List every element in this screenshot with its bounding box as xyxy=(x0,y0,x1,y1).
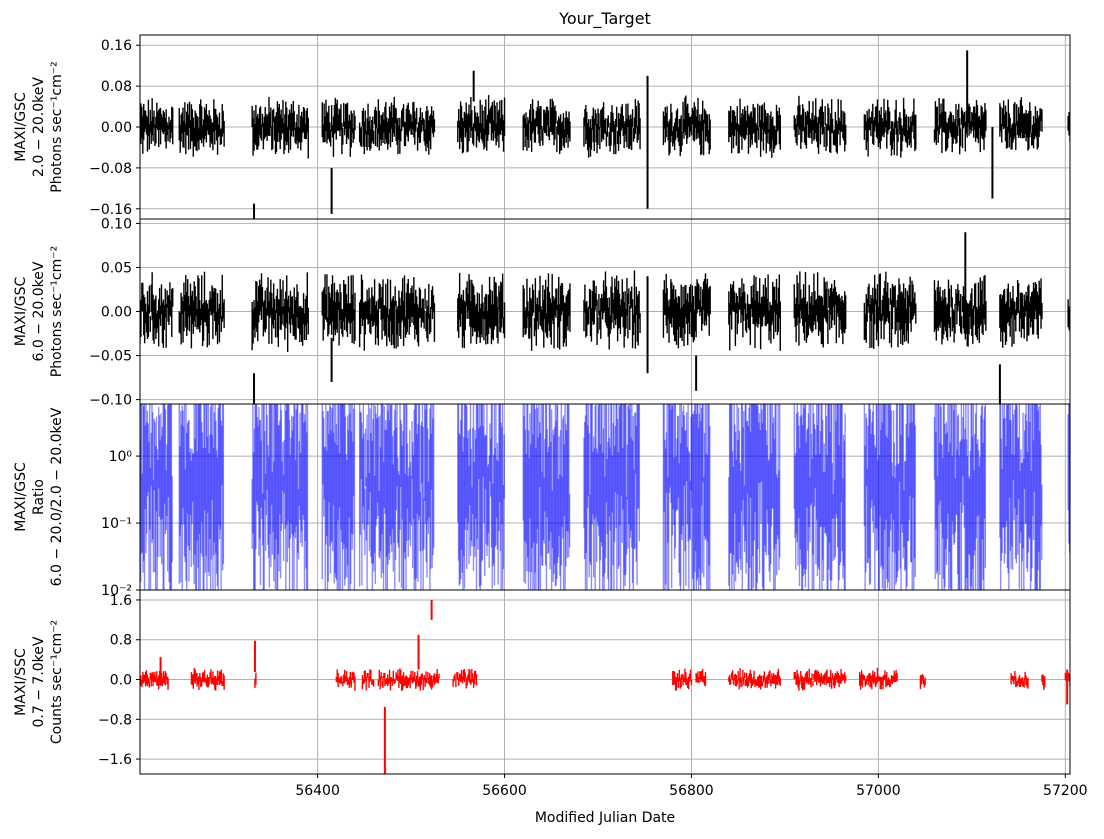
y-tick-label: 0.16 xyxy=(101,38,132,54)
y-tick-label: 10⁰ xyxy=(109,449,133,465)
y-tick-label: −0.05 xyxy=(89,349,132,365)
y-axis-label-line: 0.7 − 7.0keV xyxy=(31,636,47,727)
axes-frame xyxy=(139,589,1071,775)
y-tick-label: −0.08 xyxy=(89,161,132,177)
x-axis-label: Modified Julian Date xyxy=(535,810,675,826)
y-axis-label-line: Counts sec⁻¹cm⁻² xyxy=(49,620,65,744)
series-top xyxy=(140,50,1070,219)
series-ratio xyxy=(140,404,1070,590)
y-axis-label-line: 6.0 − 20.0keV xyxy=(31,261,47,361)
y-tick-label: −0.8 xyxy=(98,712,132,728)
y-tick-label: 0.8 xyxy=(110,633,132,649)
y-tick-label: −0.10 xyxy=(89,393,132,409)
y-tick-label: 0.00 xyxy=(101,120,132,136)
y-axis-label-line: MAXI/SSC xyxy=(13,648,29,716)
y-tick-label: 10⁻¹ xyxy=(101,516,132,532)
y-axis-label-line: 2.0 − 20.0keV xyxy=(31,77,47,177)
y-axis-label-line: MAXI/GSC xyxy=(13,462,29,532)
y-axis-label-line: Ratio xyxy=(31,479,47,515)
x-tick-label: 56800 xyxy=(669,783,714,799)
x-tick-label: 57200 xyxy=(1043,783,1088,799)
y-axis-label-line: MAXI/GSC xyxy=(13,276,29,346)
y-tick-label: 1.6 xyxy=(110,593,132,609)
x-tick-label: 56600 xyxy=(482,783,527,799)
y-axis-label-line: Photons sec⁻¹cm⁻² xyxy=(49,246,65,378)
y-tick-label: 0.00 xyxy=(101,305,132,321)
y-tick-label: 0.08 xyxy=(101,79,132,95)
series-bottom xyxy=(140,599,1070,774)
subplot-bottom: 1.6 0.8 0.0 −0.8 −1.6 MAXI/SSC 0.7 − 7.0keV Cou… xyxy=(13,589,1071,775)
subplot-second: 0.10 0.05 0.00 −0.05 −0.10 MAXI/GSC 6.0 − 20.0… xyxy=(13,216,1071,409)
y-axis-label: MAXI/GSC 2.0 − 20.0keV Photons sec⁻¹cm⁻² xyxy=(13,61,65,193)
x-tick-label: 56400 xyxy=(295,783,340,799)
subplot-ratio: 10⁰ 10⁻¹ 10⁻² MAXI/GSC Ratio 6.0 − 20.0/2.0 −… xyxy=(13,403,1071,599)
chart-title: Your_Target xyxy=(558,9,651,29)
y-axis-label: MAXI/SSC 0.7 − 7.0keV Counts sec⁻¹cm⁻² xyxy=(13,620,65,744)
y-tick-label: −0.16 xyxy=(89,202,132,218)
y-axis-label: MAXI/GSC Ratio 6.0 − 20.0/2.0 − 20.0keV xyxy=(13,407,65,586)
y-axis-label-line: Photons sec⁻¹cm⁻² xyxy=(49,61,65,193)
y-tick-label: −1.6 xyxy=(98,752,132,768)
series-second xyxy=(140,232,1070,404)
subplot-top: 0.16 0.08 0.00 −0.08 −0.16 MAXI/GSC 2.0 − 20.0… xyxy=(13,34,1071,220)
y-axis-label-line: 6.0 − 20.0/2.0 − 20.0keV xyxy=(49,407,65,586)
x-tick-label: 57000 xyxy=(856,783,901,799)
y-tick-label: 0.10 xyxy=(101,216,132,232)
y-tick-label: 10⁻² xyxy=(101,583,132,599)
y-tick-label: 0.05 xyxy=(101,260,132,276)
y-axis-label-line: MAXI/GSC xyxy=(13,92,29,162)
y-axis-label: MAXI/GSC 6.0 − 20.0keV Photons sec⁻¹cm⁻² xyxy=(13,246,65,378)
y-tick-label: 0.0 xyxy=(110,673,132,689)
